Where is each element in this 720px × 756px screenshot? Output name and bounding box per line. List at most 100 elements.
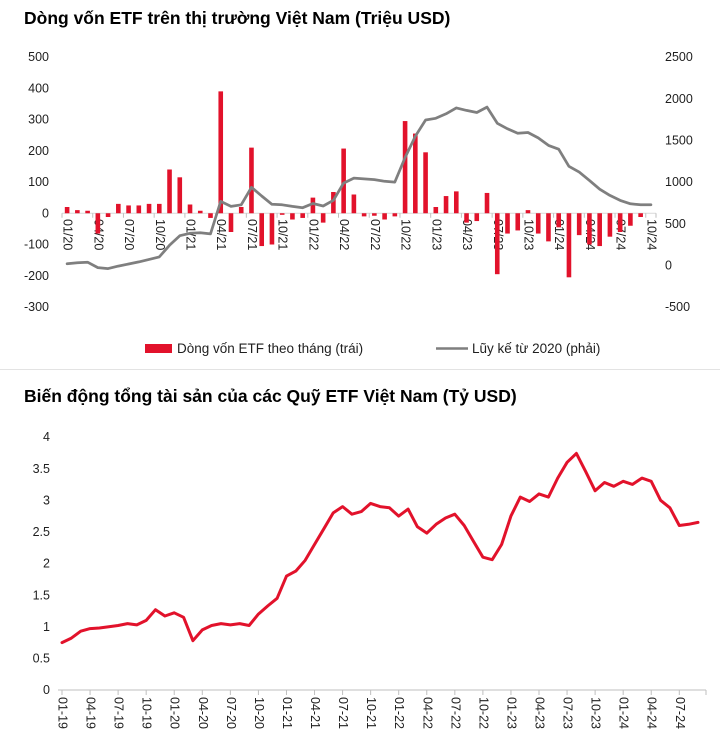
flow-bar xyxy=(95,213,101,234)
x-axis-tick-label: 04-24 xyxy=(645,697,659,729)
x-axis-tick-label: 07-21 xyxy=(336,697,350,729)
left-axis-tick-label: -200 xyxy=(24,269,49,283)
x-axis-tick-label: 01/21 xyxy=(184,219,198,250)
y-axis-tick-label: 2.5 xyxy=(33,525,50,539)
flow-bar xyxy=(218,91,224,214)
x-axis-tick-label: 07/24 xyxy=(614,219,628,250)
flow-bar xyxy=(515,213,521,231)
flow-bar xyxy=(392,213,398,217)
flow-bar xyxy=(453,191,459,214)
monthly-flow-bars xyxy=(64,91,643,278)
flow-bar xyxy=(413,133,418,214)
x-axis-tick-label: 10-22 xyxy=(476,697,490,729)
y-axis-tick-label: 1.5 xyxy=(33,588,50,602)
legend-line-label: Lũy kế từ 2020 (phải) xyxy=(472,341,600,356)
etf-flows-legend: Dòng vốn ETF theo tháng (trái) Lũy kế từ… xyxy=(145,341,600,356)
x-axis-tick-label: 10/22 xyxy=(399,219,413,250)
flow-bar xyxy=(228,213,234,232)
y-axis-tick-label: 4 xyxy=(43,430,50,444)
x-axis-tick-label: 01-19 xyxy=(56,697,70,729)
flow-bar xyxy=(587,213,592,245)
x-axis-tick-label: 04/21 xyxy=(214,219,228,250)
flow-bar xyxy=(525,210,531,214)
x-axis-tick-label: 01-22 xyxy=(392,697,406,729)
flow-bar xyxy=(300,213,305,218)
flow-bar xyxy=(433,207,439,214)
x-axis-tick-label: 04/22 xyxy=(337,219,351,250)
flow-bar xyxy=(402,121,408,214)
legend-bar-label: Dòng vốn ETF theo tháng (trái) xyxy=(177,341,363,356)
x-axis-tick-label: 10/20 xyxy=(153,219,167,250)
y-axis-tick-label: 0 xyxy=(43,683,50,697)
x-axis-tick-label: 04-22 xyxy=(420,697,434,729)
flow-bar xyxy=(238,207,244,214)
flow-bar xyxy=(208,213,213,218)
x-axis-tick-label: 07/21 xyxy=(245,219,259,250)
etf-flows-chart: 5004003002001000-100-200-300250020001500… xyxy=(24,50,693,314)
y-axis-tick-label: 1 xyxy=(43,620,50,634)
cumulative-line xyxy=(65,105,653,270)
x-axis-tick-label: 07/20 xyxy=(122,219,136,250)
x-axis-ticks xyxy=(61,690,707,695)
left-axis-tick-label: 500 xyxy=(28,50,49,64)
flow-bar xyxy=(197,210,203,214)
flow-bar xyxy=(484,192,490,214)
flow-bar xyxy=(249,147,254,214)
x-axis-tick-label: 01/23 xyxy=(429,219,443,250)
flow-bar xyxy=(607,213,613,237)
flow-bar xyxy=(351,194,357,214)
flow-bar xyxy=(617,213,623,232)
x-axis-tick-label: 10-20 xyxy=(252,697,266,729)
left-axis-tick-label: 300 xyxy=(28,113,49,127)
flow-bar xyxy=(628,213,633,226)
flow-bar xyxy=(126,205,131,214)
flow-bar xyxy=(105,213,111,217)
flow-bar xyxy=(290,213,295,220)
flow-bar xyxy=(75,210,80,214)
flow-bar xyxy=(259,213,265,247)
x-axis-tick-label: 01/24 xyxy=(552,219,566,250)
flow-bar xyxy=(279,213,285,215)
x-axis-tick-label: 01-23 xyxy=(504,697,518,729)
x-axis-tick-label: 01-21 xyxy=(280,697,294,729)
flow-bar xyxy=(494,213,500,275)
x-axis-tick-label: 04-19 xyxy=(84,697,98,729)
x-axis-tick-label: 01-24 xyxy=(617,697,631,729)
right-axis-tick-label: -500 xyxy=(665,300,690,314)
flow-bar xyxy=(423,152,428,214)
left-axis-tick-label: 0 xyxy=(42,206,49,220)
x-axis-labels: 01/20 04/20 07/20 10/20 01/21 04/21 07/21 10/21… xyxy=(61,219,659,250)
right-axis-tick-label: 1000 xyxy=(665,175,693,189)
flow-bar xyxy=(85,210,90,214)
y-axis-labels: 4 3.5 3 2.5 2 1.5 1 0.5 0 xyxy=(33,430,50,697)
y-axis-tick-label: 3.5 xyxy=(33,462,50,476)
left-axis-tick-label: 100 xyxy=(28,175,49,189)
flow-bar xyxy=(187,204,193,214)
flow-bar xyxy=(464,213,469,223)
etf-flows-chart-title: Dòng vốn ETF trên thị trường Việt Nam (T… xyxy=(24,8,451,28)
x-axis-tick-label: 07-23 xyxy=(561,697,575,729)
flow-bar xyxy=(505,213,510,234)
flow-bar xyxy=(136,205,142,214)
x-axis-ticks xyxy=(61,213,657,218)
left-axis-tick-label: -100 xyxy=(24,238,49,252)
x-axis-tick-label: 10-19 xyxy=(140,697,154,729)
x-axis-tick-label: 07-20 xyxy=(224,697,238,729)
flow-bar xyxy=(146,203,152,214)
total-assets-line xyxy=(60,451,700,645)
flow-bar xyxy=(64,207,70,214)
x-axis-tick-label: 07-22 xyxy=(448,697,462,729)
flow-bar xyxy=(341,148,346,214)
y-axis-tick-label: 3 xyxy=(43,493,50,507)
flow-bar xyxy=(320,213,326,223)
flow-bar xyxy=(535,213,541,234)
flow-bar xyxy=(167,169,172,214)
x-axis-tick-label: 10/24 xyxy=(644,219,658,250)
x-axis-tick-label: 10-23 xyxy=(589,697,603,729)
flow-bar xyxy=(556,213,562,228)
flow-bar xyxy=(116,203,121,214)
x-axis-tick-label: 10/23 xyxy=(521,219,535,250)
